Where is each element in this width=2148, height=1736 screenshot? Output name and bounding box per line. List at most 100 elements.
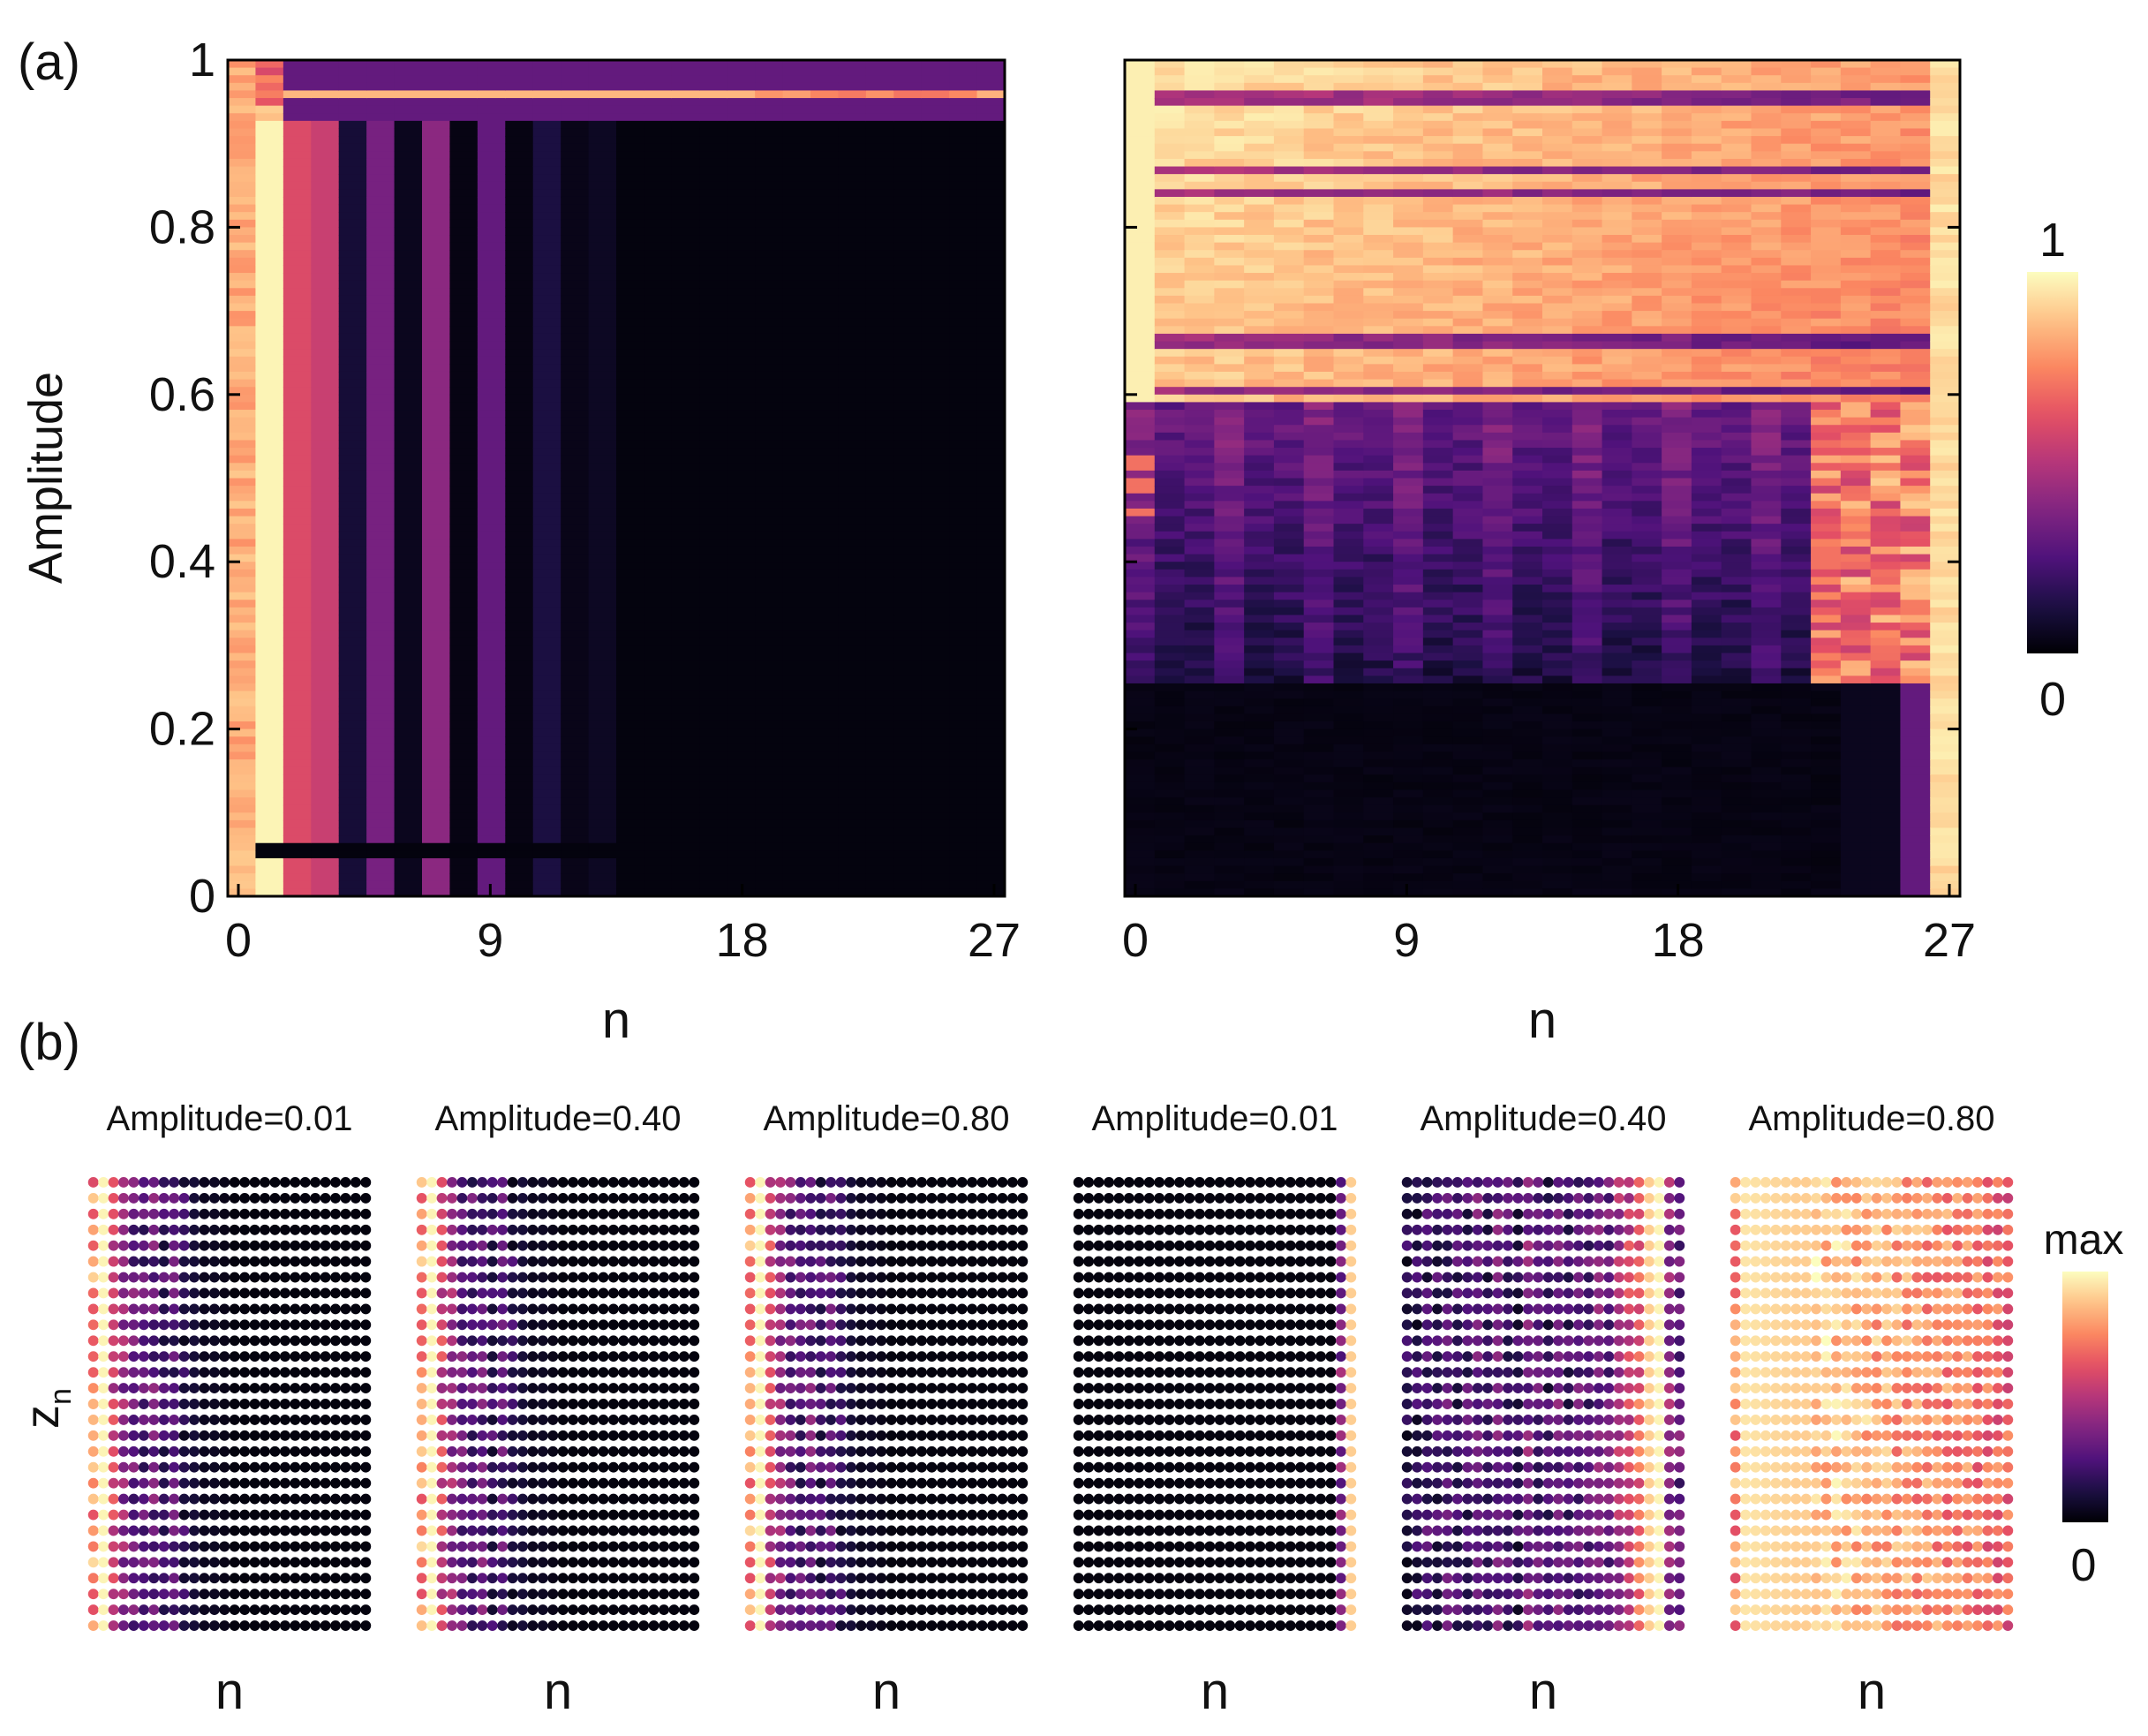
heatmap-left-cell	[311, 645, 339, 653]
heatmap-right-cell	[1602, 418, 1632, 426]
heatmap-right-cell	[1602, 197, 1632, 205]
heatmap-right-cell	[1393, 227, 1423, 235]
heatmap-left-cell	[949, 410, 977, 418]
heatmap-left-cell	[949, 136, 977, 144]
heatmap-left-cell	[255, 281, 283, 289]
heatmap-left-cell	[561, 698, 589, 706]
heatmap-left-cell	[395, 789, 423, 797]
heatmap-right-cell	[1185, 144, 1215, 152]
heatmap-right-cell	[1125, 212, 1155, 220]
heatmap-right-cell	[1244, 539, 1274, 547]
heatmap-left-cell	[366, 653, 395, 661]
heatmap-left-cell	[561, 227, 589, 235]
heatmap-left-cell	[339, 227, 367, 235]
heatmap-left-cell	[533, 303, 561, 311]
heatmap-right-cell	[1632, 144, 1662, 152]
heatmap-left-cell	[893, 235, 922, 243]
heatmap-right-cell	[1453, 676, 1483, 683]
heatmap-left-cell	[449, 623, 478, 630]
heatmap-right-cell	[1304, 357, 1334, 365]
heatmap-left-cell	[727, 509, 756, 517]
heatmap-left-cell	[449, 265, 478, 273]
heatmap-right-cell	[1214, 494, 1244, 502]
heatmap-left-cell	[311, 653, 339, 661]
heatmap-left-cell	[672, 494, 700, 502]
heatmap-left-cell	[478, 660, 506, 668]
heatmap-right-cell	[1185, 517, 1215, 525]
heatmap-left-cell	[255, 698, 283, 706]
heatmap-left-cell	[255, 326, 283, 334]
heatmap-left-cell	[699, 623, 727, 630]
heatmap-right-cell	[1512, 501, 1542, 509]
heatmap-left-cell	[977, 494, 1006, 502]
heatmap-right-cell	[1155, 364, 1185, 372]
heatmap-left-cell	[533, 812, 561, 820]
heatmap-left-cell	[727, 189, 756, 197]
heatmap-left-cell	[228, 372, 256, 380]
heatmap-right-cell	[1512, 532, 1542, 540]
heatmap-left-cell	[644, 486, 672, 494]
heatmap-right-cell	[1453, 128, 1483, 136]
heatmap-right-cell	[1274, 265, 1304, 273]
heatmap-left-cell	[616, 653, 644, 661]
heatmap-left-cell	[395, 159, 423, 167]
heatmap-right-cell	[1423, 265, 1453, 273]
heatmap-right-cell	[1542, 68, 1572, 76]
heatmap-right-cell	[1453, 759, 1483, 767]
heatmap-right-cell	[1632, 75, 1662, 83]
heatmap-right-cell	[1632, 167, 1662, 175]
heatmap-left-cell	[395, 555, 423, 562]
heatmap-right-cell	[1542, 425, 1572, 433]
heatmap-left-cell	[616, 144, 644, 152]
heatmap-left-cell	[672, 205, 700, 213]
heatmap-left-cell	[311, 698, 339, 706]
heatmap-left-cell	[366, 364, 395, 372]
heatmap-right-cell	[1334, 395, 1364, 403]
heatmap-left-cell	[449, 843, 478, 851]
heatmap-left-cell	[866, 744, 894, 752]
heatmap-right-cell	[1214, 866, 1244, 874]
heatmap-left-cell	[783, 843, 811, 851]
heatmap-left-cell	[422, 547, 450, 555]
heatmap-left-cell	[727, 258, 756, 266]
heatmap-left-cell	[449, 151, 478, 159]
heatmap-right-cell	[1393, 706, 1423, 714]
heatmap-right-cell	[1542, 577, 1572, 585]
heatmap-left-cell	[422, 736, 450, 744]
heatmap-left-cell	[893, 805, 922, 813]
heatmap-left-cell	[783, 212, 811, 220]
heatmap-right-cell	[1274, 660, 1304, 668]
heatmap-right-cell	[1423, 410, 1453, 418]
heatmap-right-cell	[1304, 90, 1334, 98]
heatmap-left-cell	[810, 83, 839, 91]
heatmap-left-cell	[283, 281, 312, 289]
heatmap-right-cell	[1572, 593, 1602, 600]
heatmap-left-cell	[589, 349, 617, 357]
heatmap-left-cell	[727, 797, 756, 805]
heatmap-left-cell	[977, 729, 1006, 737]
heatmap-left-cell	[838, 660, 866, 668]
heatmap-left-cell	[505, 751, 533, 759]
heatmap-left-cell	[395, 850, 423, 858]
heatmap-left-cell	[672, 858, 700, 866]
heatmap-left-cell	[838, 250, 866, 258]
heatmap-right-cell	[1214, 835, 1244, 843]
heatmap-left-cell	[422, 850, 450, 858]
heatmap-left-cell	[255, 767, 283, 775]
heatmap-right-cell	[1512, 235, 1542, 243]
heatmap-right-cell	[1423, 615, 1453, 623]
heatmap-right-cell	[1155, 736, 1185, 744]
heatmap-left-cell	[422, 159, 450, 167]
heatmap-right-cell	[1602, 736, 1632, 744]
heatmap-left-cell	[949, 759, 977, 767]
heatmap-left-cell	[783, 281, 811, 289]
heatmap-left-cell	[561, 866, 589, 874]
heatmap-left-cell	[505, 721, 533, 729]
heatmap-left-cell	[977, 706, 1006, 714]
heatmap-right-cell	[1125, 425, 1155, 433]
heatmap-left-cell	[311, 456, 339, 464]
heatmap-left-cell	[561, 243, 589, 251]
heatmap-left-cell	[893, 159, 922, 167]
heatmap-left-cell	[838, 668, 866, 676]
heatmap-left-cell	[893, 486, 922, 494]
